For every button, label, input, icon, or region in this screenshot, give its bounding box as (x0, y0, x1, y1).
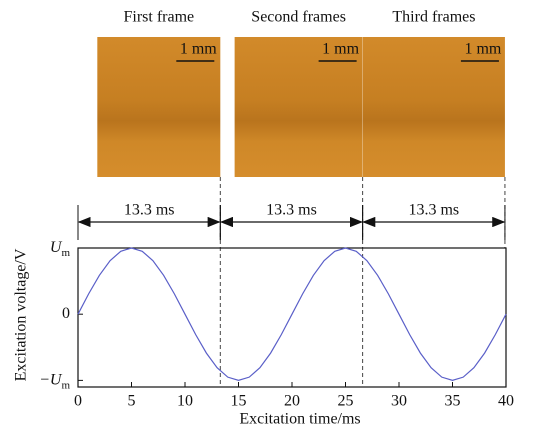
y-tick-label-sub: m (61, 379, 70, 391)
y-tick-label-main: 0 (62, 305, 70, 322)
scale-bar-label: 1 mm (322, 41, 359, 58)
y-axis-label: Excitation voltage/V (13, 248, 30, 381)
x-tick-label: 10 (177, 393, 193, 410)
frame-title: Second frames (251, 9, 346, 26)
x-tick-label: 25 (338, 393, 354, 410)
x-tick-label: 35 (445, 393, 461, 410)
frame-image (363, 37, 505, 177)
frame-title: First frame (123, 9, 194, 26)
x-tick-label: 5 (128, 393, 136, 410)
y-tick-label: −Um (39, 371, 70, 391)
x-tick-label: 15 (231, 393, 247, 410)
y-tick-label: 0 (62, 305, 70, 322)
duration-label: 13.3 ms (408, 202, 459, 219)
y-tick-label-sub: m (61, 247, 70, 259)
voltage-curve (78, 248, 506, 380)
figure: Excitation time/ms Excitation voltage/V … (0, 0, 534, 432)
duration-label: 13.3 ms (266, 202, 317, 219)
plot-frame (78, 248, 506, 387)
x-tick-label: 0 (74, 393, 82, 410)
scale-bar-label: 1 mm (180, 41, 217, 58)
frame-title: Third frames (392, 9, 475, 26)
frame-image (97, 37, 220, 177)
frame-image (235, 37, 363, 177)
y-tick-label: Um (50, 239, 71, 259)
x-tick-label: 20 (284, 393, 300, 410)
x-tick-label: 40 (498, 393, 514, 410)
x-tick-label: 30 (391, 393, 407, 410)
scale-bar-label: 1 mm (464, 41, 501, 58)
y-tick-label-main: −U (39, 371, 63, 388)
duration-label: 13.3 ms (124, 202, 175, 219)
x-axis-label: Excitation time/ms (239, 411, 360, 428)
